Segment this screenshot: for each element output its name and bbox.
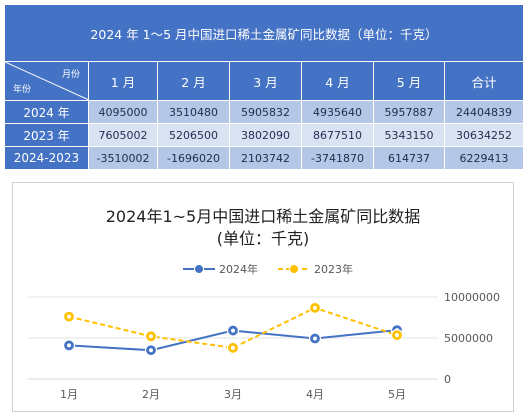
table-cell: 5905832 bbox=[229, 100, 302, 124]
y-tick-label: 5000000 bbox=[444, 332, 493, 345]
table-cell: 3510480 bbox=[157, 100, 230, 124]
data-point-center bbox=[313, 336, 317, 341]
column-header: 2 月 bbox=[157, 61, 230, 101]
row-header: 2024-2023 bbox=[4, 146, 89, 170]
x-tick-label: 1月 bbox=[60, 388, 78, 401]
chart-series bbox=[62, 301, 404, 357]
line-chart-panel: 2024年1~5月中国进口稀土金属矿同比数据 (单位：千克) 2024年 2023… bbox=[12, 182, 514, 412]
data-point-center bbox=[67, 343, 71, 348]
table-title: 2024 年 1～5 月中国进口稀土金属矿同比数据（单位：千克） bbox=[4, 4, 524, 62]
legend-label-1: 2024年 bbox=[219, 262, 258, 276]
data-point-center bbox=[149, 348, 153, 353]
table-cell: 8677510 bbox=[301, 123, 374, 147]
data-point-center bbox=[231, 328, 235, 333]
table-row: 2024-2023 -3510002 -1696020 2103742 -374… bbox=[4, 146, 524, 170]
legend-marker-1 bbox=[194, 264, 204, 274]
table-cell: 7605002 bbox=[88, 123, 158, 147]
table-cell: 2103742 bbox=[229, 146, 302, 170]
table-cell: -3510002 bbox=[88, 146, 158, 170]
row-header: 2023 年 bbox=[4, 123, 89, 147]
chart-legend: 2024年 2023年 bbox=[183, 262, 353, 276]
column-header: 4 月 bbox=[301, 61, 374, 101]
table-cell: -3741870 bbox=[301, 146, 374, 170]
column-header: 1 月 bbox=[88, 61, 158, 101]
corner-diagonal-line bbox=[5, 62, 88, 100]
x-tick-label: 5月 bbox=[388, 388, 406, 401]
line-chart: 2024年1~5月中国进口稀土金属矿同比数据 (单位：千克) 2024年 2023… bbox=[28, 207, 500, 401]
table-row: 2023 年 7605002 5206500 3802090 8677510 5… bbox=[4, 123, 524, 147]
corner-label-month: 月份 bbox=[61, 70, 80, 80]
column-header: 3 月 bbox=[229, 61, 302, 101]
column-header: 5 月 bbox=[373, 61, 445, 101]
chart-title-line2: (单位：千克) bbox=[217, 229, 310, 248]
legend-label-2: 2023年 bbox=[314, 262, 353, 276]
table-cell: 4095000 bbox=[88, 100, 158, 124]
import-data-table: 2024 年 1～5 月中国进口稀土金属矿同比数据（单位：千克） 月份 年份 1… bbox=[4, 4, 524, 170]
table-cell: 5343150 bbox=[373, 123, 445, 147]
table-cell: 614737 bbox=[373, 146, 445, 170]
x-tick-label: 2月 bbox=[142, 388, 160, 401]
x-tick-label: 4月 bbox=[306, 388, 324, 401]
y-tick-label: 0 bbox=[444, 373, 451, 386]
data-point-center bbox=[313, 305, 317, 310]
legend-marker-2 bbox=[289, 264, 299, 274]
column-header-total: 合计 bbox=[444, 61, 524, 101]
corner-label-year: 年份 bbox=[13, 85, 32, 95]
table-cell: 5206500 bbox=[157, 123, 230, 147]
series-line-2 bbox=[68, 306, 398, 349]
table-cell-total: 6229413 bbox=[444, 146, 524, 170]
table-cell-total: 24404839 bbox=[444, 100, 524, 124]
data-point-center bbox=[395, 333, 399, 338]
data-point-center bbox=[231, 345, 235, 350]
table-corner-header: 月份 年份 bbox=[4, 61, 89, 101]
table-row: 2024 年 4095000 3510480 5905832 4935640 5… bbox=[4, 100, 524, 124]
chart-gridlines bbox=[28, 296, 438, 380]
table-cell: -1696020 bbox=[157, 146, 230, 170]
table-cell-total: 30634252 bbox=[444, 123, 524, 147]
x-axis: 1月 2月 3月 4月 5月 bbox=[60, 388, 406, 401]
data-point-center bbox=[149, 334, 153, 339]
y-tick-label: 10000000 bbox=[444, 291, 500, 304]
chart-title-line1: 2024年1~5月中国进口稀土金属矿同比数据 bbox=[106, 207, 421, 226]
y-axis: 0 5000000 10000000 bbox=[444, 291, 500, 386]
table-cell: 5957887 bbox=[373, 100, 445, 124]
row-header: 2024 年 bbox=[4, 100, 89, 124]
x-tick-label: 3月 bbox=[224, 388, 242, 401]
data-point-center bbox=[67, 314, 71, 319]
table-cell: 4935640 bbox=[301, 100, 374, 124]
table-cell: 3802090 bbox=[229, 123, 302, 147]
